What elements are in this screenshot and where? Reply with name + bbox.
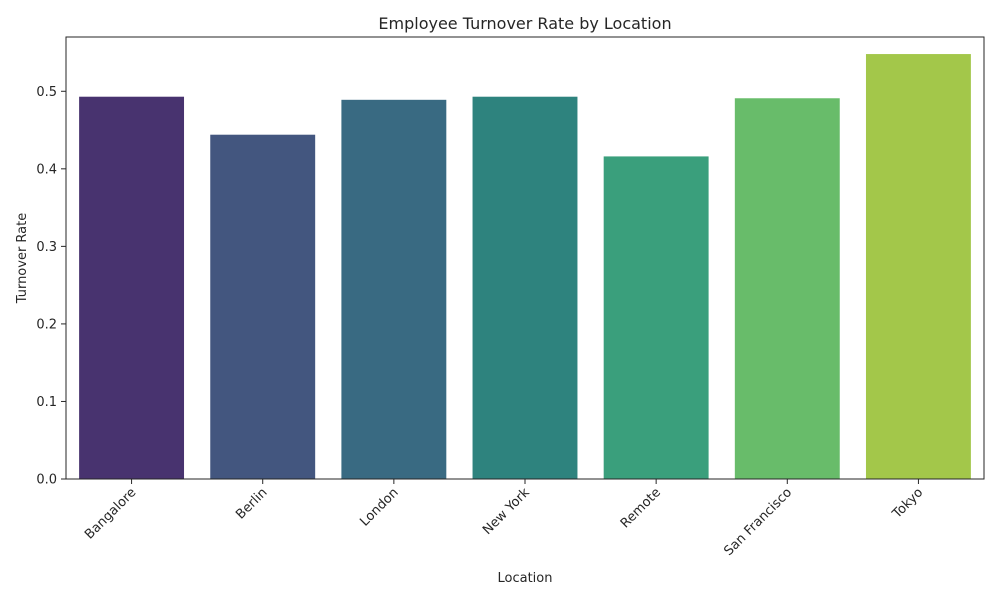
bar-bangalore	[79, 96, 185, 479]
bar-san-francisco	[734, 98, 840, 480]
y-tick-label: 0.2	[36, 317, 57, 332]
x-tick-label: London	[357, 485, 401, 529]
chart-title: Employee Turnover Rate by Location	[378, 14, 671, 33]
bar-berlin	[210, 134, 316, 479]
y-tick-label: 0.0	[36, 473, 57, 488]
x-tick-label: Bangalore	[82, 485, 139, 542]
bar-tokyo	[865, 54, 971, 479]
x-tick-label: Remote	[618, 485, 664, 531]
x-tick-label: New York	[480, 485, 533, 538]
bar-remote	[603, 156, 709, 479]
x-axis-label: Location	[498, 571, 553, 586]
y-tick-label: 0.4	[36, 162, 57, 177]
plot-frame	[65, 36, 985, 480]
x-tick-label: San Francisco	[721, 485, 795, 559]
bar-london	[341, 99, 447, 480]
x-tick-label: Tokyo	[889, 485, 926, 522]
plot-area: 0.0 0.1 0.2 0.3 0.4 0.5 Bangalore Berlin London N…	[36, 54, 971, 559]
bar-new-york	[472, 96, 578, 479]
y-tick-label: 0.1	[36, 395, 57, 410]
y-tick-label: 0.5	[36, 85, 57, 100]
y-axis-label: Turnover Rate	[15, 213, 30, 305]
x-tick-label: Berlin	[233, 485, 270, 522]
y-tick-label: 0.3	[36, 240, 57, 255]
